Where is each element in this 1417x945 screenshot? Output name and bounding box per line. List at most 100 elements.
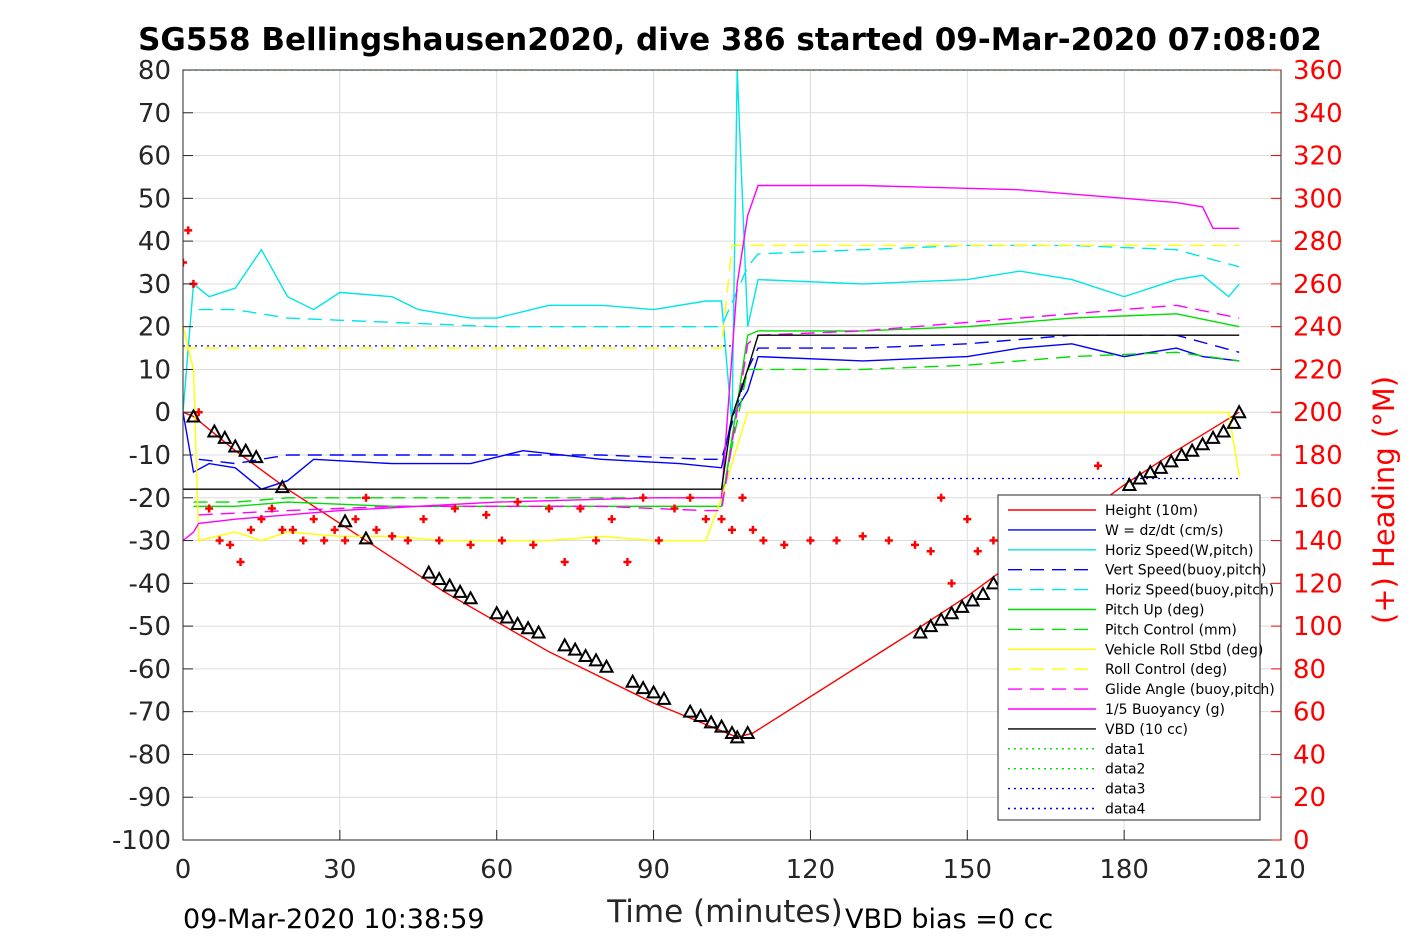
heading-point — [466, 540, 475, 549]
heading-point — [639, 493, 648, 502]
series-line-2 — [183, 70, 1240, 426]
y-right-tick-label: 300 — [1293, 184, 1343, 214]
depth-point — [567, 641, 583, 656]
chart-title: SG558 Bellingshausen2020, dive 386 start… — [138, 22, 1322, 58]
depth-point — [248, 449, 264, 464]
heading-point — [738, 493, 747, 502]
depth-point — [692, 707, 709, 722]
depth-point — [985, 575, 1002, 590]
y-right-tick-label: 220 — [1293, 355, 1343, 385]
y-tick-label: -90 — [129, 783, 171, 813]
depth-markers — [185, 404, 1247, 744]
heading-point — [205, 504, 214, 513]
y-right-tick-label: 320 — [1293, 142, 1343, 172]
y-tick-label: -70 — [129, 698, 171, 728]
y-tick-label: -10 — [129, 441, 171, 471]
series-line-4 — [198, 244, 1240, 328]
series-line-11 — [183, 334, 1240, 490]
heading-point — [183, 258, 187, 267]
depth-point — [441, 577, 458, 592]
heading-point — [372, 525, 381, 534]
depth-point — [557, 637, 573, 652]
heading-point — [330, 525, 339, 534]
legend-entry: data2 — [1105, 762, 1145, 778]
depth-point — [421, 564, 437, 579]
heading-point — [989, 536, 998, 545]
legend-entry: data3 — [1105, 782, 1145, 798]
legend-entry: Vert Speed(buoy,pitch) — [1105, 563, 1267, 579]
heading-point — [592, 536, 601, 545]
heading-point — [215, 536, 224, 545]
heading-point — [670, 504, 679, 513]
heading-point — [937, 493, 946, 502]
heading-point — [1094, 461, 1102, 470]
legend: Height (10m) W = dz/dt (cm/s) Horiz Speed(… — [997, 494, 1275, 821]
x-tick-label: 30 — [323, 855, 356, 885]
x-tick-label: 90 — [637, 855, 670, 885]
y-tick-label: 40 — [138, 227, 171, 257]
y-right-tick-label: 140 — [1293, 527, 1343, 557]
x-tick-label: 180 — [1099, 855, 1149, 885]
depth-point — [462, 590, 479, 605]
x-tick-label: 60 — [480, 855, 513, 885]
y-right-tick-label: 340 — [1293, 99, 1343, 129]
heading-point — [362, 493, 370, 502]
x-tick-label: 150 — [942, 855, 992, 885]
heading-point — [748, 525, 757, 534]
heading-point — [529, 540, 538, 549]
y-tick-label: -30 — [129, 527, 171, 557]
depth-point — [358, 530, 374, 545]
heading-point — [497, 536, 506, 545]
depth-point — [1215, 423, 1232, 438]
heading-point — [911, 540, 919, 549]
series-line-8 — [183, 244, 1240, 349]
y-right-tick-label: 60 — [1293, 698, 1326, 728]
legend-entry: data1 — [1105, 742, 1145, 758]
heading-point — [419, 515, 428, 524]
heading-point — [482, 510, 491, 519]
footer-timestamp: 09-Mar-2020 10:38:59 — [183, 904, 485, 935]
heading-point — [717, 515, 726, 524]
series-line-1 — [183, 343, 1240, 490]
heading-point — [435, 536, 444, 545]
y-tick-label: 20 — [138, 313, 171, 343]
depth-point — [217, 429, 233, 444]
legend-entry: data4 — [1105, 802, 1146, 818]
y-right-tick-label: 40 — [1293, 740, 1326, 770]
y-right-tick-label: 360 — [1293, 56, 1343, 86]
heading-point — [513, 498, 522, 507]
depth-point — [238, 442, 254, 457]
depth-point — [337, 513, 353, 528]
heading-point — [759, 536, 768, 545]
legend-entry: Pitch Control (mm) — [1105, 622, 1237, 638]
depth-point — [656, 690, 672, 705]
depth-point — [452, 583, 468, 598]
depth-point — [703, 714, 719, 729]
heading-point — [947, 579, 956, 588]
y-right-tick-label: 20 — [1293, 783, 1326, 813]
heading-point — [341, 536, 350, 545]
y-tick-label: 70 — [138, 99, 171, 129]
left-axis: -100-90-80-70-60-50-40-30-20-10010203040… — [112, 56, 193, 856]
y-tick-label: -100 — [112, 826, 171, 856]
depth-point — [577, 647, 594, 663]
y-right-tick-label: 120 — [1293, 569, 1343, 599]
heading-point — [403, 536, 412, 545]
legend-entry: Horiz Speed(W,pitch) — [1105, 543, 1253, 559]
depth-point — [624, 673, 641, 688]
y-right-tick-label: 260 — [1293, 270, 1343, 300]
depth-point — [206, 423, 223, 438]
y-right-tick-label: 0 — [1293, 826, 1310, 856]
depth-point — [729, 729, 745, 744]
depth-point — [588, 652, 604, 667]
depth-point — [509, 615, 526, 630]
heading-point — [728, 525, 736, 534]
depth-point — [489, 605, 505, 620]
depth-point — [520, 620, 536, 635]
series-line-6 — [193, 351, 1240, 503]
heading-point — [884, 536, 893, 545]
y-right-tick-label: 200 — [1293, 398, 1343, 428]
depth-point — [682, 703, 698, 718]
bottom-axis: 0 30 60 90 120 150 180 210 — [175, 830, 1306, 885]
